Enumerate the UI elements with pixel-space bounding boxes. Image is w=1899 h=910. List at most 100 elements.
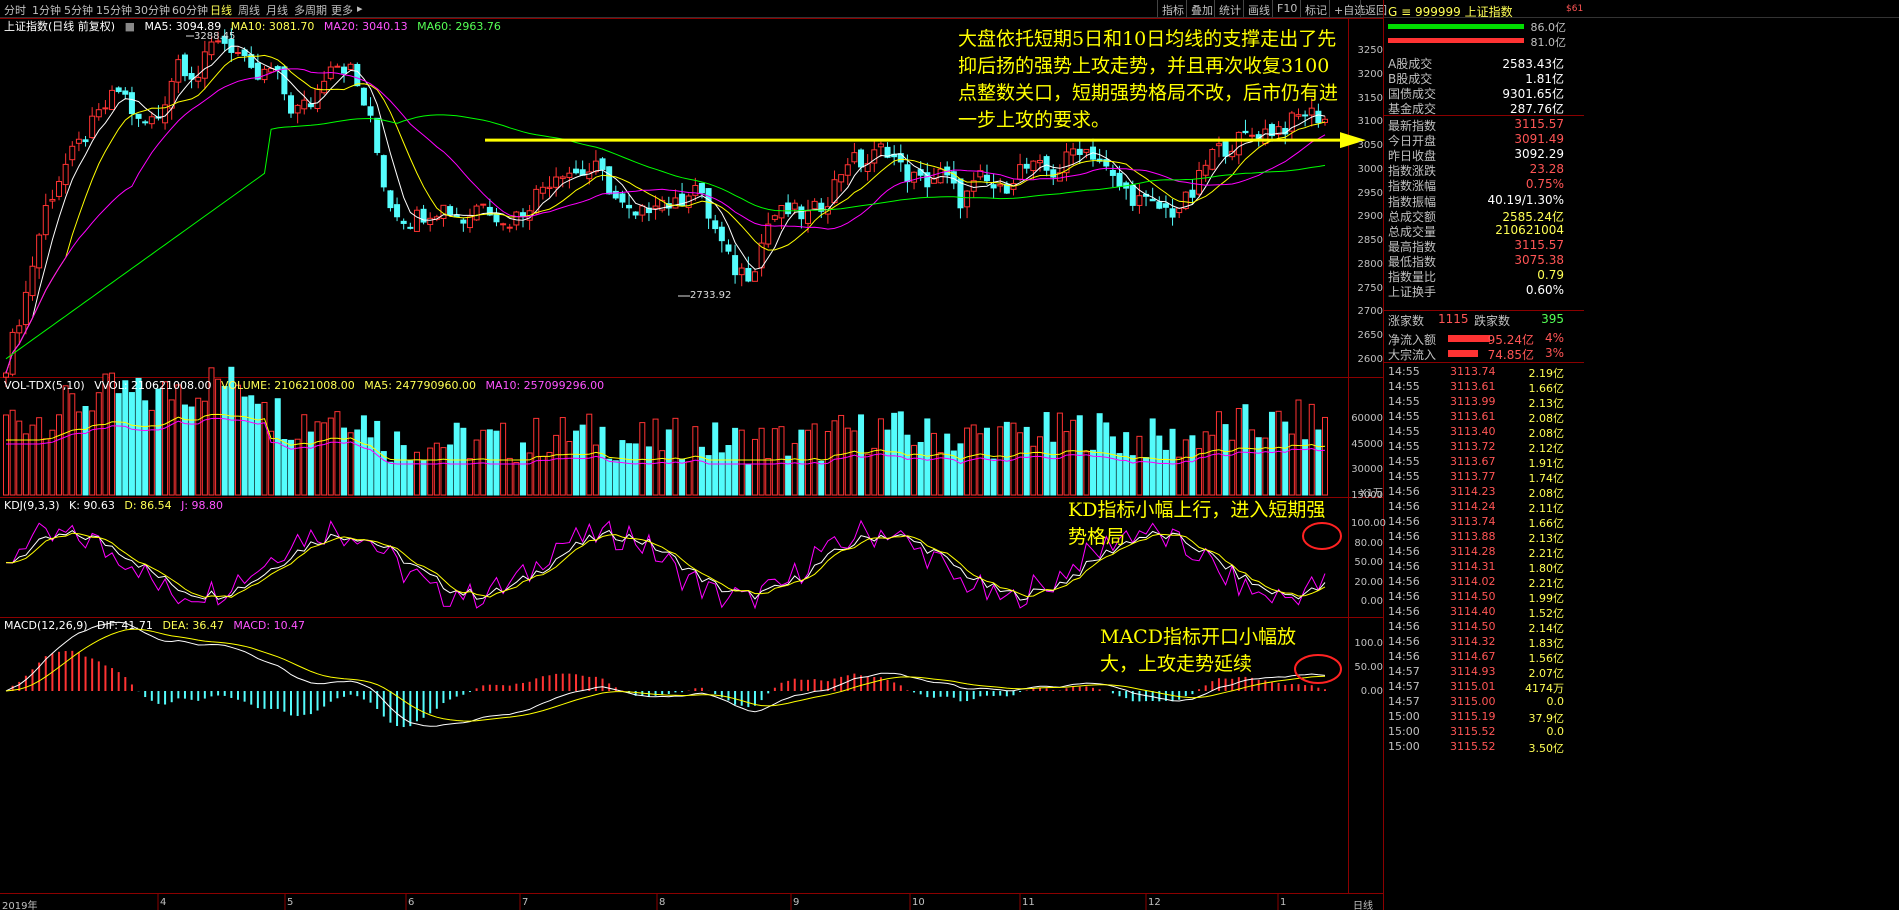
candle-body — [16, 325, 23, 334]
ma5-line — [5, 45, 1326, 374]
ma10-line — [5, 54, 1326, 374]
timeframe-tab[interactable]: 月线 — [266, 4, 288, 17]
candle-body — [811, 200, 818, 210]
candle-body — [254, 62, 261, 80]
ma20-value: MA20: 3040.13 — [323, 20, 408, 33]
volume-bar — [148, 409, 155, 496]
stat-value: 0.60% — [1525, 283, 1564, 298]
volume-bar — [904, 434, 911, 496]
candle-body — [983, 174, 990, 182]
volume-bar — [573, 430, 580, 496]
x-axis-label: 2019年 — [2, 901, 38, 910]
toolbar-button[interactable]: 画线 — [1243, 0, 1274, 17]
volume-bar — [241, 396, 248, 496]
tick-volume: 2.21亿 — [1528, 547, 1565, 560]
volume-bar — [930, 432, 937, 496]
timeframe-tab[interactable]: 30分钟 — [134, 4, 170, 17]
volume-bar — [49, 429, 56, 496]
ma10-value: MA10: 3081.70 — [230, 20, 315, 33]
stat-label: 上证换手 — [1388, 285, 1437, 300]
main-analysis-note: 大盘依托短期5日和10日均线的支撑走出了先抑后扬的强势上攻走势，并且再次收复31… — [958, 28, 1339, 131]
candle-body — [1202, 164, 1209, 176]
volume-bar — [1036, 436, 1043, 496]
candle-body — [937, 168, 944, 184]
tick-volume: 1.99亿 — [1528, 592, 1565, 605]
toolbar-button[interactable]: 标记 — [1300, 0, 1331, 17]
macd-analysis-note: MACD指标开口小幅放大，上攻走势延续 — [1100, 626, 1296, 675]
timeframe-tab[interactable]: 更多 — [331, 4, 353, 17]
tick-row: 14:55 3113.77 1.74亿 — [1388, 470, 1564, 485]
volume-bar — [387, 461, 394, 496]
stat-label: 总成交量 — [1388, 224, 1437, 239]
toolbar-button[interactable]: +自选 — [1329, 0, 1369, 17]
candle-body — [1242, 130, 1249, 134]
stat-value: 2583.43亿 — [1502, 57, 1564, 71]
candle-body — [639, 205, 646, 216]
volume-bar — [858, 414, 865, 496]
timeframe-tab[interactable]: 分时 — [4, 4, 26, 17]
volume-bar — [1209, 434, 1216, 496]
index-title: 上证指数(日线 前复权) — [4, 20, 116, 33]
volume-bar — [539, 455, 546, 496]
top-toolbar: 分时 1分钟 5分钟 15分钟 30分钟 60分钟 日线 周线 月线 多周期 更多 ▸ 指标 叠加 统计画… — [0, 0, 1899, 18]
candle-body — [234, 51, 241, 54]
toolbar-button[interactable]: F10 — [1272, 0, 1301, 17]
candle-body — [864, 163, 871, 173]
candle-body — [294, 104, 301, 114]
tick-time: 14:55 — [1388, 425, 1420, 438]
tick-time: 14:57 — [1388, 695, 1420, 708]
quote-panel: G ≡ 999999 上证指数 $61 86.0亿 81.0亿 A股成交 2583… — [1384, 0, 1899, 910]
candle-body — [519, 212, 526, 217]
toolbar-button[interactable]: 指标 — [1157, 0, 1188, 17]
volume-bar — [9, 409, 16, 496]
tick-row: 15:00 3115.19 37.9亿 — [1388, 710, 1564, 725]
candle-body — [1076, 148, 1083, 155]
volume-bar — [765, 458, 772, 496]
flow-row: 大宗流入 74.85亿 3% — [1388, 346, 1564, 362]
timeframe-tab[interactable]: 5分钟 — [64, 4, 93, 17]
timeframe-tab[interactable]: 多周期 — [294, 4, 327, 17]
down-count-label: 跌家数 — [1474, 314, 1511, 328]
price-tick: 2650 — [1357, 330, 1383, 342]
stat-label: 最低指数 — [1388, 254, 1437, 269]
volume-bar — [466, 458, 473, 496]
candle-body — [698, 182, 705, 194]
price-tick: 2850 — [1357, 235, 1383, 247]
volume-bar — [201, 400, 208, 496]
candle-body — [188, 73, 195, 80]
chart-canvas[interactable] — [0, 0, 1384, 910]
timeframe-tab[interactable]: 60分钟 — [172, 4, 208, 17]
volume-bar — [1282, 421, 1289, 496]
macd-tick: 0.00 — [1360, 686, 1383, 697]
dea-value: DEA: 36.47 — [162, 619, 224, 632]
toolbar-button[interactable]: 统计 — [1214, 0, 1245, 17]
candle-body — [977, 170, 984, 178]
candle-body — [1182, 191, 1189, 210]
kdj-highlight-circle — [1302, 522, 1342, 550]
timeframe-tab[interactable]: 15分钟 — [96, 4, 132, 17]
candle-body — [573, 168, 580, 174]
toolbar-button[interactable]: 叠加 — [1186, 0, 1217, 17]
candle-body — [1103, 159, 1110, 167]
ma-square-icon: ■ — [124, 20, 135, 33]
tick-volume: 2.08亿 — [1528, 487, 1565, 500]
divider — [1384, 115, 1584, 116]
more-arrow-icon[interactable]: ▸ — [357, 2, 363, 15]
tick-volume: 2.19亿 — [1528, 367, 1565, 380]
timeframe-tab[interactable]: 1分钟 — [32, 4, 61, 17]
candle-body — [367, 106, 374, 116]
tick-volume: 2.08亿 — [1528, 427, 1565, 440]
timeframe-tab[interactable]: 日线 — [210, 4, 232, 17]
stat-row: 上证换手 0.60% — [1388, 283, 1564, 300]
tick-volume: 2.21亿 — [1528, 577, 1565, 590]
timeframe-tab[interactable]: 周线 — [238, 4, 260, 17]
candle-body — [1023, 163, 1030, 169]
toolbar-button[interactable]: 返回 — [1360, 0, 1391, 17]
candle-body — [1056, 172, 1063, 182]
volume-bar — [62, 385, 69, 496]
volume-bar — [1176, 456, 1183, 496]
tick-volume: 1.66亿 — [1528, 517, 1565, 530]
volume-bar — [937, 452, 944, 496]
volume-bar — [1109, 436, 1116, 496]
tick-row: 14:56 3114.23 2.08亿 — [1388, 485, 1564, 500]
